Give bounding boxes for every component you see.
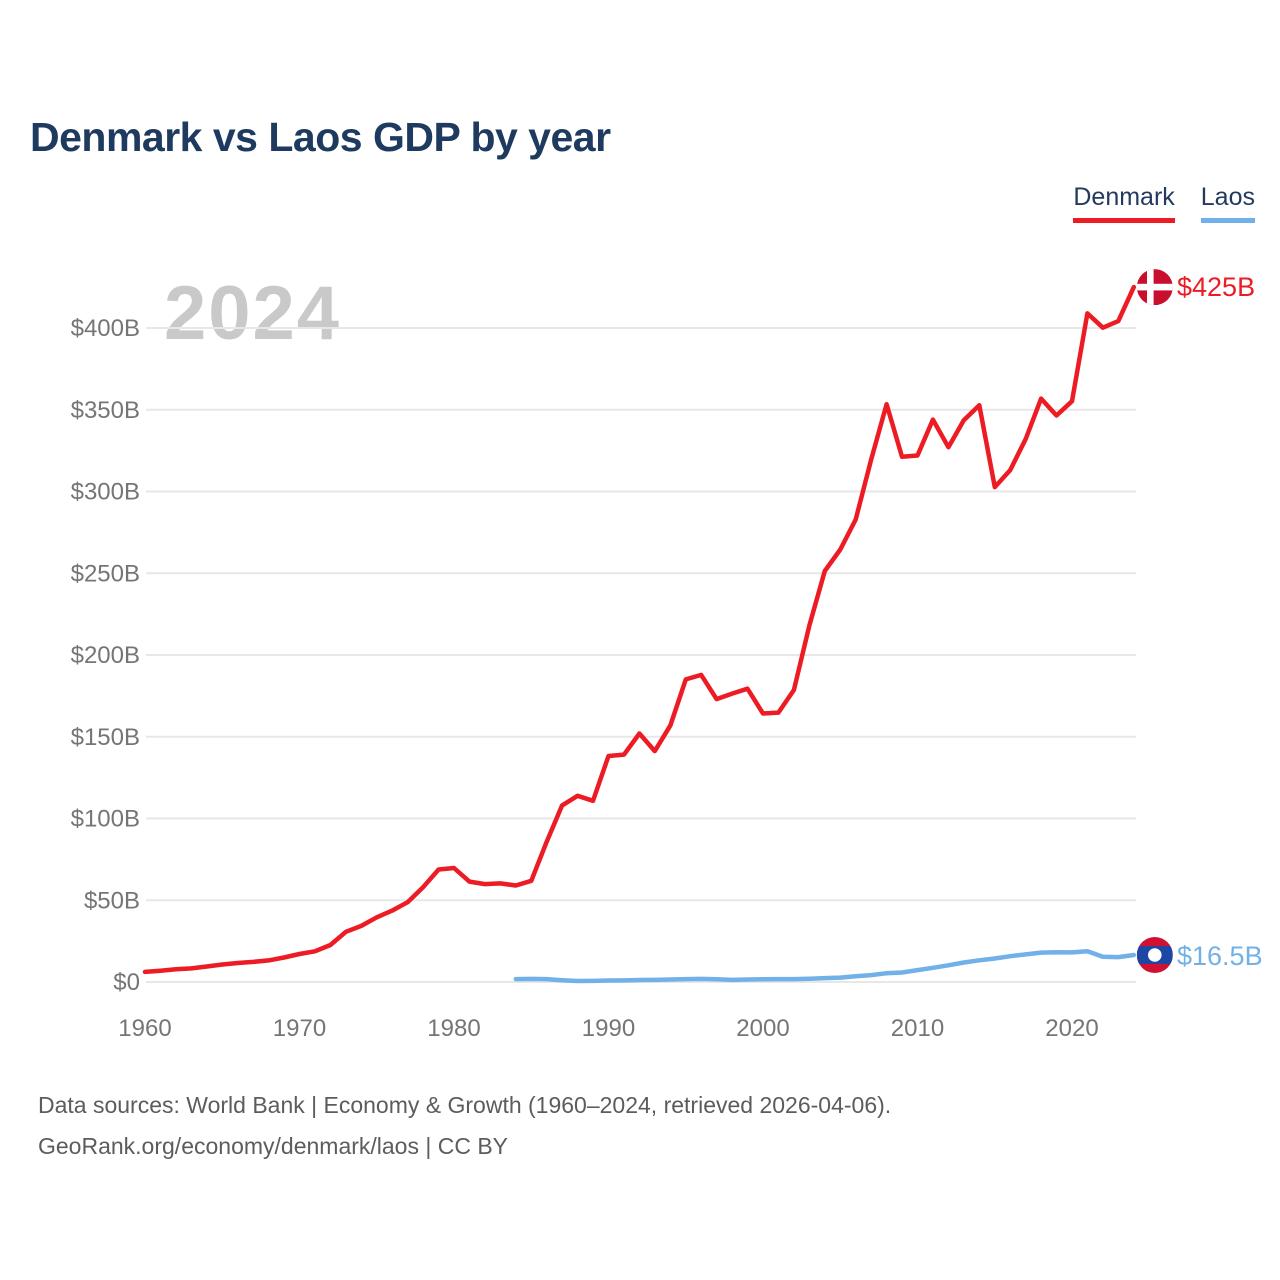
denmark-end-label: $425B xyxy=(1177,272,1256,302)
series-line-denmark[interactable] xyxy=(142,284,1137,975)
legend: Denmark Laos xyxy=(1073,183,1255,223)
laos-flag-icon xyxy=(1136,937,1173,973)
y-tick-label: $300B xyxy=(71,479,140,506)
footer: Data sources: World Bank | Economy & Gro… xyxy=(38,1085,891,1167)
y-tick-label: $150B xyxy=(71,724,140,751)
denmark-flag-icon xyxy=(1136,269,1173,306)
y-tick-label: $200B xyxy=(71,642,140,669)
y-tick-label: $250B xyxy=(71,560,140,587)
y-tick-label: $350B xyxy=(71,397,140,424)
year-watermark: 2024 xyxy=(164,271,342,356)
x-tick-label: 2020 xyxy=(1045,1015,1098,1042)
x-tick-label: 1980 xyxy=(427,1015,480,1042)
laos-end-label: $16.5B xyxy=(1177,941,1263,971)
footer-sources: Data sources: World Bank | Economy & Gro… xyxy=(38,1092,892,1118)
legend-item-laos[interactable]: Laos xyxy=(1200,183,1255,223)
y-tick-label: $400B xyxy=(71,315,140,342)
x-tick-label: 1990 xyxy=(582,1015,635,1042)
x-tick-label: 2010 xyxy=(891,1015,944,1042)
y-tick-label: $50B xyxy=(84,887,140,914)
footer-link: GeoRank.org/economy/denmark/laos | CC BY xyxy=(38,1133,509,1159)
y-tick-label: $0 xyxy=(113,969,140,996)
x-tick-label: 1960 xyxy=(118,1015,171,1042)
x-tick-label: 1970 xyxy=(273,1015,326,1042)
y-tick-label: $100B xyxy=(71,806,140,833)
x-tick-label: 2000 xyxy=(736,1015,789,1042)
series-line-laos[interactable] xyxy=(513,949,1137,984)
page-title: Denmark vs Laos GDP by year xyxy=(30,114,611,160)
legend-item-denmark[interactable]: Denmark xyxy=(1073,183,1175,223)
